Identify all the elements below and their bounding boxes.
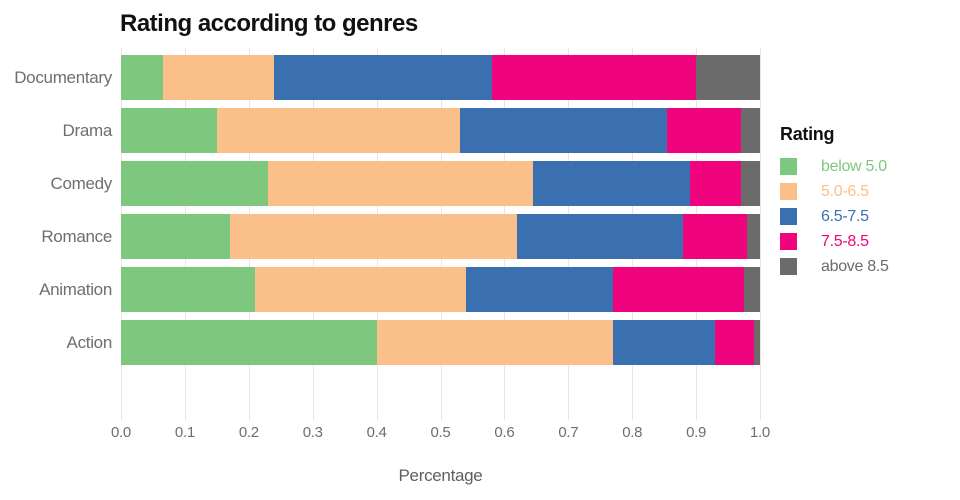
bar-row-comedy (121, 161, 760, 206)
legend-entry: below 5.0 (780, 154, 889, 179)
bar-segment (121, 161, 268, 206)
legend-entry: 5.0-6.5 (780, 179, 889, 204)
x-tick-label: 0.4 (366, 424, 387, 441)
bar-segment (533, 161, 690, 206)
bar-row-romance (121, 214, 760, 259)
bar-segment (121, 214, 230, 259)
legend-entry: 7.5-8.5 (780, 229, 889, 254)
y-axis-label: Drama (62, 120, 112, 140)
bar-segment (753, 320, 760, 365)
chart-title: Rating according to genres (120, 10, 418, 37)
bar-row-animation (121, 267, 760, 312)
y-axis-label: Comedy (50, 173, 112, 193)
legend-swatch (780, 258, 797, 275)
bar-segment (229, 214, 518, 259)
bar-segment (267, 161, 534, 206)
bar-segment (216, 108, 460, 153)
bar-segment (255, 267, 467, 312)
legend: Rating below 5.0 5.0-6.5 6.5-7.5 7.5-8.5 abo… (780, 124, 889, 279)
bar-segment (740, 108, 760, 153)
legend-entries: below 5.0 5.0-6.5 6.5-7.5 7.5-8.5 above 8.5 (780, 154, 889, 279)
bar-row-documentary (121, 55, 760, 100)
x-tick-label: 0.9 (686, 424, 707, 441)
bar-row-action (121, 320, 760, 365)
bar-segment (667, 108, 741, 153)
legend-label: 7.5-8.5 (821, 232, 869, 250)
x-tick-label: 0.5 (430, 424, 451, 441)
bar-segment (613, 267, 744, 312)
bar-segment (744, 267, 760, 312)
bar-segment (747, 214, 760, 259)
legend-swatch (780, 183, 797, 200)
bar-segment (696, 55, 760, 100)
y-axis-label: Action (66, 332, 113, 352)
y-axis-label: Romance (41, 226, 112, 246)
bar-segment (121, 320, 377, 365)
legend-label: above 8.5 (821, 257, 889, 275)
x-tick-label: 0.0 (111, 424, 131, 441)
legend-label: 5.0-6.5 (821, 182, 869, 200)
x-tick-label: 0.8 (622, 424, 643, 441)
x-tick-label: 0.2 (238, 424, 259, 441)
bar-segment (121, 55, 163, 100)
bar-segment (689, 161, 741, 206)
x-tick-label: 0.1 (174, 424, 195, 441)
bar-segment (715, 320, 754, 365)
legend-swatch (780, 208, 797, 225)
legend-swatch (780, 233, 797, 250)
legend-entry: above 8.5 (780, 254, 889, 279)
bar-segment (613, 320, 716, 365)
x-tick-label: 0.3 (302, 424, 323, 441)
legend-entry: 6.5-7.5 (780, 204, 889, 229)
x-axis-label: Percentage (398, 466, 483, 485)
bar-segment (491, 55, 697, 100)
bar-segment (376, 320, 614, 365)
gridline (760, 48, 761, 420)
y-axis-label: Animation (39, 279, 112, 299)
bar-segment (683, 214, 748, 259)
bar-segment (162, 55, 275, 100)
y-axis-label: Documentary (14, 67, 112, 87)
bar-segment (459, 108, 668, 153)
x-tick-label: 0.6 (494, 424, 515, 441)
bar-segment (517, 214, 684, 259)
x-tick-label: 1.0 (750, 424, 770, 441)
bar-segment (121, 108, 217, 153)
legend-label: 6.5-7.5 (821, 207, 869, 225)
bar-row-drama (121, 108, 760, 153)
bar-segment (274, 55, 492, 100)
bar-segment (466, 267, 614, 312)
plot-area: 0.0 0.1 0.2 0.3 0.4 0.5 0.6 0.7 0.8 0.9 1.0 Percen… (111, 48, 770, 485)
legend-swatch (780, 158, 797, 175)
bar-segment (740, 161, 760, 206)
bar-segment (121, 267, 256, 312)
legend-label: below 5.0 (821, 157, 887, 175)
x-tick-label: 0.7 (558, 424, 579, 441)
legend-title: Rating (780, 124, 835, 144)
